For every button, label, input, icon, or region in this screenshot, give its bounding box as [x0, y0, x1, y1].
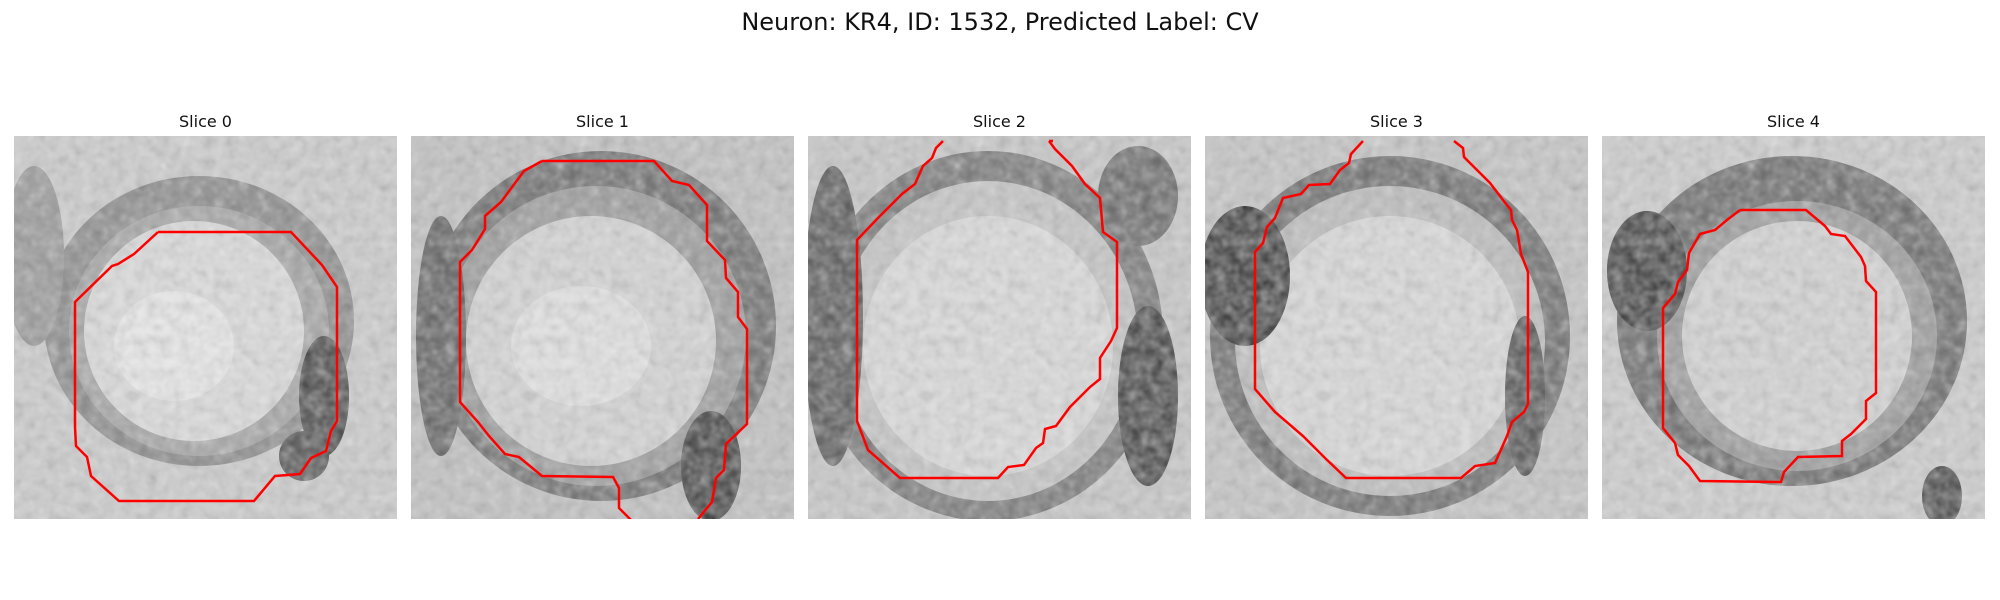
- slice-title-0: Slice 0: [179, 112, 232, 131]
- contour-1: [542, 159, 749, 519]
- contour-0: [73, 230, 339, 503]
- contour-3: [1253, 140, 1530, 480]
- slice-title-2: Slice 2: [973, 112, 1026, 131]
- slice-image-2: [808, 136, 1191, 519]
- slice-title-4: Slice 4: [1767, 112, 1820, 131]
- slice-image-0: [14, 136, 397, 519]
- slice-panel-3: Slice 3: [1205, 110, 1588, 519]
- slice-title-3: Slice 3: [1370, 112, 1423, 131]
- slice-panel-4: Slice 4: [1602, 110, 1985, 519]
- slice-title-1: Slice 1: [576, 112, 629, 131]
- slice-panel-2: Slice 2: [808, 110, 1191, 519]
- contour-4: [1661, 208, 1878, 484]
- slice-panel-1: Slice 1: [411, 110, 794, 519]
- slice-panel-0: Slice 0: [14, 110, 397, 519]
- slice-image-3: [1205, 136, 1588, 519]
- slice-image-1: [411, 136, 794, 519]
- contour-2: [855, 140, 1119, 480]
- slice-image-4: [1602, 136, 1985, 519]
- figure-title: Neuron: KR4, ID: 1532, Predicted Label: …: [741, 8, 1259, 36]
